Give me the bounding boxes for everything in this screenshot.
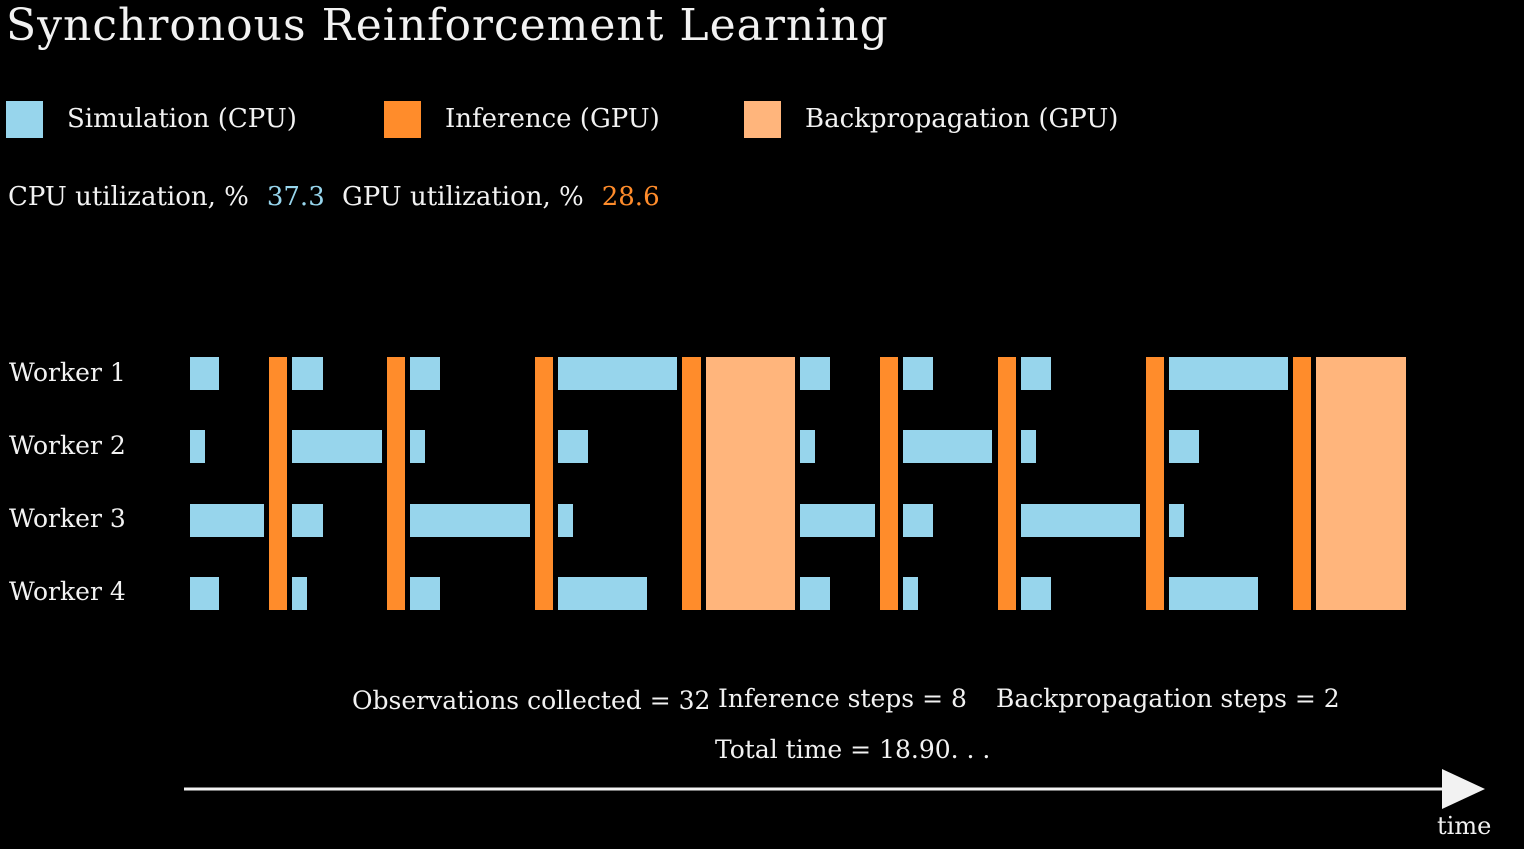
simulation-block-worker-4	[800, 577, 830, 610]
legend-simulation: Simulation (CPU)	[6, 100, 297, 138]
simulation-block-worker-4	[558, 577, 647, 610]
simulation-block-worker-1	[1169, 357, 1288, 390]
worker-label-3: Worker 3	[9, 504, 126, 533]
simulation-block-worker-4	[1021, 577, 1051, 610]
backprop-block	[706, 357, 795, 610]
gpu-utilization-value: 28.6	[601, 182, 660, 212]
simulation-block-worker-2	[800, 430, 815, 463]
simulation-block-worker-1	[190, 357, 219, 390]
simulation-block-worker-4	[903, 577, 918, 610]
inference-steps: Inference steps = 8	[718, 684, 967, 713]
simulation-block-worker-3	[190, 504, 264, 537]
cpu-utilization: CPU utilization, % 37.3	[8, 182, 325, 212]
inference-block	[1146, 357, 1164, 610]
simulation-block-worker-1	[558, 357, 677, 390]
inference-block	[880, 357, 898, 610]
simulation-block-worker-1	[800, 357, 830, 390]
simulation-block-worker-3	[410, 504, 530, 537]
inference-block	[387, 357, 405, 610]
simulation-block-worker-3	[1169, 504, 1184, 537]
total-time: Total time = 18.90. . .	[715, 735, 991, 764]
simulation-swatch	[6, 100, 43, 138]
simulation-block-worker-3	[558, 504, 573, 537]
simulation-block-worker-2	[1021, 430, 1036, 463]
worker-label-1: Worker 1	[9, 358, 126, 387]
page-title: Synchronous Reinforcement Learning	[6, 0, 889, 51]
simulation-block-worker-2	[1169, 430, 1199, 463]
inference-block	[1293, 357, 1311, 610]
simulation-block-worker-3	[292, 504, 323, 537]
simulation-block-worker-1	[410, 357, 440, 390]
inference-swatch	[384, 100, 421, 138]
inference-block	[535, 357, 553, 610]
legend-simulation-label: Simulation (CPU)	[67, 104, 297, 134]
inference-block	[682, 357, 701, 610]
simulation-block-worker-3	[903, 504, 933, 537]
inference-block	[269, 357, 287, 610]
simulation-block-worker-2	[190, 430, 205, 463]
simulation-block-worker-2	[558, 430, 588, 463]
simulation-block-worker-4	[410, 577, 440, 610]
legend-inference-label: Inference (GPU)	[445, 104, 660, 134]
simulation-block-worker-1	[903, 357, 933, 390]
legend-backprop-label: Backpropagation (GPU)	[805, 104, 1119, 134]
backprop-steps: Backpropagation steps = 2	[996, 684, 1340, 713]
simulation-block-worker-2	[410, 430, 425, 463]
inference-block	[998, 357, 1016, 610]
simulation-block-worker-2	[903, 430, 992, 463]
gpu-utilization-label: GPU utilization, %	[342, 182, 584, 212]
simulation-block-worker-3	[800, 504, 875, 537]
worker-label-2: Worker 2	[9, 431, 126, 460]
legend-backprop: Backpropagation (GPU)	[744, 100, 1118, 138]
timeline-blocks	[190, 357, 1406, 610]
backprop-block	[1316, 357, 1406, 610]
observations-collected: Observations collected = 32	[352, 686, 711, 715]
simulation-block-worker-1	[1021, 357, 1051, 390]
time-axis-label: time	[1437, 812, 1492, 840]
time-axis-arrowhead	[1442, 769, 1485, 809]
cpu-utilization-label: CPU utilization, %	[8, 182, 249, 212]
simulation-block-worker-1	[292, 357, 323, 390]
worker-label-4: Worker 4	[9, 577, 126, 606]
cpu-utilization-value: 37.3	[266, 182, 325, 212]
simulation-block-worker-2	[292, 430, 382, 463]
simulation-block-worker-4	[1169, 577, 1258, 610]
simulation-block-worker-3	[1021, 504, 1140, 537]
backprop-swatch	[744, 100, 781, 138]
legend-inference: Inference (GPU)	[384, 100, 660, 138]
simulation-block-worker-4	[190, 577, 219, 610]
gpu-utilization: GPU utilization, % 28.6	[342, 182, 660, 212]
simulation-block-worker-4	[292, 577, 307, 610]
